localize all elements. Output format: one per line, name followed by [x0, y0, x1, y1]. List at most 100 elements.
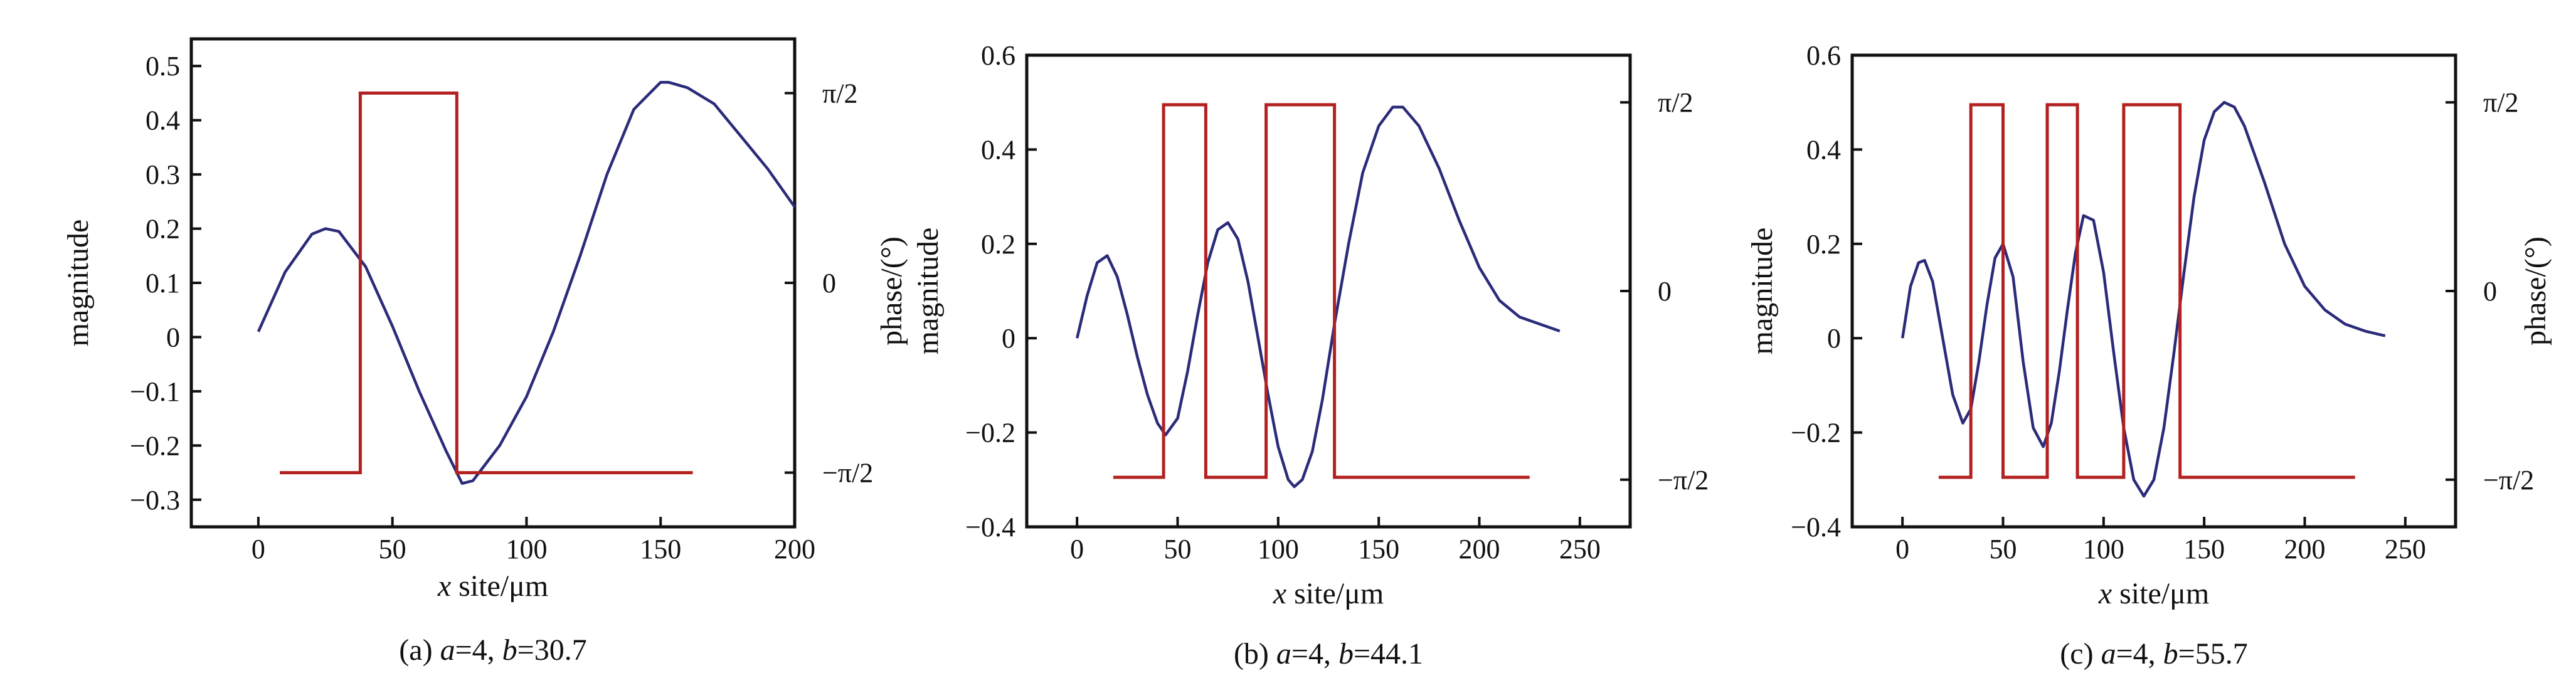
- panel-b-xlabel: x site/μm: [1273, 577, 1384, 610]
- y-tick-label: 0: [1827, 323, 1841, 354]
- panel-c-y2-ticks: π/2 0 −π/2: [2446, 87, 2534, 495]
- panel-b-frame: [1025, 53, 1632, 529]
- x-tick-label: 200: [2284, 534, 2326, 564]
- panel-a-caption-post: =30.7: [517, 633, 587, 667]
- panel-c-xlabel: x site/μm: [2098, 577, 2209, 610]
- panel-c-y2label: phase/(°): [2519, 236, 2552, 346]
- panel-b-y2-ticks: π/2 0 −π/2: [1620, 87, 1709, 495]
- panel-b-plot: [1076, 103, 1561, 489]
- panel-b-xlabel-var: x: [1273, 577, 1286, 610]
- x-tick-label: 50: [1164, 534, 1192, 564]
- panel-c-caption-post: =55.7: [2178, 637, 2248, 670]
- y2-tick-label: 0: [822, 268, 836, 299]
- panel-c-x-ticks: 0 50 100 150 200 250: [1895, 517, 2426, 564]
- y-tick-label: −0.1: [130, 376, 180, 407]
- y-tick-label: 0: [166, 322, 180, 352]
- panel-a-caption-pre: (a): [399, 633, 440, 667]
- phase-line: [280, 91, 693, 475]
- panel-c-ylabel: magnitude: [1746, 228, 1779, 355]
- panel-b-caption-mid: =4,: [1291, 637, 1338, 670]
- x-tick-label: 0: [1895, 534, 1909, 564]
- y-tick-label: 0.4: [1806, 134, 1841, 165]
- x-tick-label: 100: [2083, 534, 2124, 564]
- panel-a: 0 50 100 150 200 −0.3 −0.2 −0.1 0 0.1 0.2 0.3 0.4 0.…: [61, 37, 873, 667]
- y-tick-label: −0.2: [965, 418, 1015, 448]
- panel-b-caption-a: a: [1276, 637, 1291, 670]
- panel-c-xlabel-rest: site/μm: [2112, 577, 2209, 610]
- panel-b-caption-b: b: [1338, 637, 1354, 670]
- y-tick-label: 0.2: [1806, 229, 1841, 260]
- phase-line: [1938, 103, 2355, 479]
- y-tick-label: 0: [1002, 323, 1015, 354]
- y-tick-label: 0.2: [981, 229, 1015, 260]
- panel-b-x-ticks: 0 50 100 150 200 250: [1070, 517, 1601, 564]
- y-tick-label: −0.4: [965, 512, 1015, 543]
- x-tick-label: 50: [1990, 534, 2017, 564]
- y-tick-label: −0.3: [130, 485, 180, 516]
- panel-a-xlabel-rest: site/μm: [451, 569, 548, 603]
- panel-c-caption-mid: =4,: [2116, 637, 2163, 670]
- panel-c-plot: [1900, 100, 2386, 498]
- x-tick-label: 200: [1459, 534, 1500, 564]
- panel-a-xlabel-var: x: [437, 569, 451, 603]
- x-tick-label: 150: [640, 534, 681, 564]
- panel-b-y-ticks: −0.4 −0.2 0 0.2 0.4 0.6: [965, 40, 1037, 543]
- panel-b: 0 50 100 150 200 250 −0.4−0.200.20.40.6 π/20−…: [875, 40, 1709, 670]
- panel-c-frame: [1850, 53, 2457, 529]
- panel-a-xlabel: x site/μm: [437, 569, 548, 603]
- x-tick-label: 150: [1358, 534, 1399, 564]
- x-tick-label: 250: [1559, 534, 1601, 564]
- panel-c-y-ticks: −0.4 −0.2 0 0.2 0.4 0.6: [1791, 40, 1862, 543]
- phase-line: [1113, 103, 1530, 479]
- panel-b-caption-pre: (b): [1234, 637, 1276, 670]
- y2-tick-label: 0: [2483, 276, 2497, 307]
- x-tick-label: 250: [2385, 534, 2426, 564]
- panel-a-caption-mid: =4,: [455, 633, 502, 667]
- y-tick-label: 0.2: [146, 214, 180, 245]
- panel-c-xlabel-var: x: [2098, 577, 2112, 610]
- y2-tick-label: 0: [1658, 276, 1672, 307]
- y2-tick-label: −π/2: [822, 458, 873, 489]
- panel-b-ylabel: magnitude: [911, 228, 945, 355]
- y2-tick-label: π/2: [1658, 87, 1693, 118]
- panel-b-y2label: phase/(°): [875, 236, 908, 346]
- y-tick-label: 0.1: [146, 268, 180, 299]
- panel-c-caption-a: a: [2101, 637, 2116, 670]
- panel-c-caption: (c) a=4, b=55.7: [2060, 637, 2247, 670]
- x-tick-label: 0: [1070, 534, 1084, 564]
- panel-b-xlabel-rest: site/μm: [1286, 577, 1384, 610]
- panel-c-caption-pre: (c): [2060, 637, 2101, 670]
- panel-c-caption-b: b: [2163, 637, 2178, 670]
- y-tick-label: 0.6: [1806, 40, 1841, 71]
- y-tick-label: −0.4: [1791, 512, 1841, 543]
- y2-tick-label: −π/2: [1658, 465, 1709, 495]
- panel-a-caption-a: a: [440, 633, 455, 667]
- y-tick-label: 0.4: [981, 134, 1015, 165]
- panel-c: 0 50 100 150 200 250 −0.4−0.200.20.40.6 π/20−…: [1746, 40, 2552, 670]
- panel-b-caption-post: =44.1: [1354, 637, 1423, 670]
- panel-a-x-ticks: 0 50 100 150 200: [252, 517, 815, 564]
- x-tick-label: 0: [252, 534, 265, 564]
- magnitude-line: [1076, 105, 1561, 489]
- panel-a-y2-ticks: π/2 0 −π/2: [785, 78, 873, 489]
- panel-a-y-ticks: −0.3 −0.2 −0.1 0 0.1 0.2 0.3 0.4 0.5: [130, 51, 201, 516]
- y-tick-label: −0.2: [1791, 418, 1841, 448]
- x-tick-label: 100: [1258, 534, 1299, 564]
- x-tick-label: 50: [379, 534, 406, 564]
- y-tick-label: 0.3: [146, 159, 180, 190]
- magnitude-line: [257, 80, 796, 485]
- panel-b-caption: (b) a=4, b=44.1: [1234, 637, 1423, 670]
- y2-tick-label: π/2: [2483, 87, 2518, 118]
- y-tick-label: 0.6: [981, 40, 1015, 71]
- x-tick-label: 100: [506, 534, 547, 564]
- panel-a-ylabel: magnitude: [61, 220, 95, 347]
- y-tick-label: 0.5: [146, 51, 180, 82]
- y-tick-label: −0.2: [130, 430, 180, 461]
- y-tick-label: 0.4: [146, 105, 180, 136]
- y2-tick-label: π/2: [822, 78, 857, 109]
- panel-a-plot: [257, 80, 796, 485]
- x-tick-label: 200: [774, 534, 815, 564]
- panel-a-caption: (a) a=4, b=30.7: [399, 633, 586, 667]
- magnitude-line: [1900, 100, 2386, 498]
